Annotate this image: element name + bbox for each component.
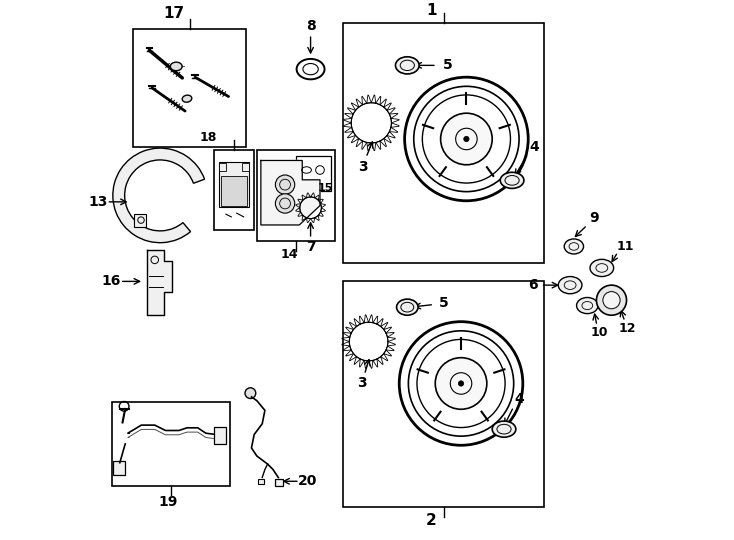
Bar [343,281,545,507]
Circle shape [275,194,295,213]
Text: 9: 9 [589,211,599,225]
FancyBboxPatch shape [113,461,125,475]
Circle shape [435,357,487,409]
Text: 16: 16 [101,274,120,288]
Circle shape [458,381,464,386]
Text: 13: 13 [89,195,108,209]
Ellipse shape [564,239,584,254]
Ellipse shape [493,421,516,437]
Text: 2: 2 [426,513,437,528]
Ellipse shape [396,57,419,74]
Text: 4: 4 [515,392,524,406]
Text: 14: 14 [280,248,298,261]
Text: 10: 10 [590,326,608,339]
Bar [134,29,246,147]
Wedge shape [113,148,205,242]
Circle shape [245,388,255,399]
Bar [275,479,283,485]
Ellipse shape [577,298,598,314]
Text: 11: 11 [616,240,633,253]
Bar [219,164,225,172]
Bar [258,478,264,484]
Circle shape [603,292,620,309]
Text: 6: 6 [528,278,537,292]
Bar [221,176,247,206]
Circle shape [440,113,493,165]
Polygon shape [147,250,172,315]
Bar [242,164,249,172]
Ellipse shape [396,299,418,315]
Bar [257,150,335,241]
FancyBboxPatch shape [214,427,225,444]
Bar [296,156,331,191]
Ellipse shape [182,95,192,102]
Bar [112,402,230,485]
Bar [134,214,146,227]
Circle shape [275,175,295,194]
Text: 5: 5 [443,58,452,72]
Text: 15: 15 [318,183,333,193]
Ellipse shape [170,62,182,71]
Bar [219,162,249,207]
Text: 12: 12 [619,322,636,335]
Bar [343,23,545,262]
Text: 3: 3 [357,376,367,390]
Text: 18: 18 [200,131,217,144]
Text: 5: 5 [439,296,448,310]
Text: 17: 17 [163,6,184,21]
Ellipse shape [501,172,524,188]
Circle shape [597,285,627,315]
Circle shape [464,136,469,141]
Polygon shape [261,160,320,225]
Bar [214,150,254,231]
Text: 20: 20 [298,474,318,488]
Text: 19: 19 [159,495,178,509]
Text: 3: 3 [358,160,368,174]
Ellipse shape [590,259,614,276]
Ellipse shape [559,276,582,294]
Text: 4: 4 [530,140,539,154]
Text: 8: 8 [305,19,316,33]
Text: 7: 7 [306,240,316,254]
Text: 1: 1 [426,3,437,17]
